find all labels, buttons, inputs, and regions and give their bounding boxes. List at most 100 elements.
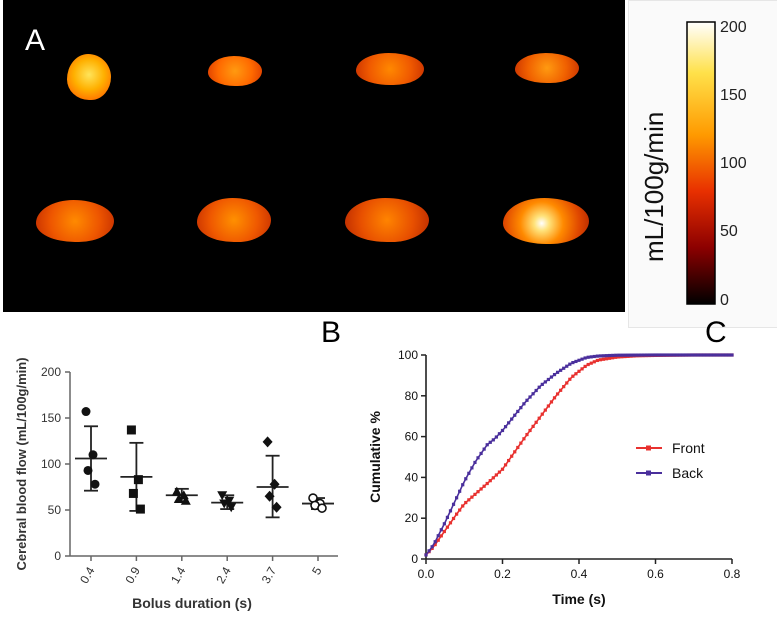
series-marker-back	[724, 353, 728, 357]
series-marker-back	[632, 353, 636, 357]
series-marker-front	[436, 538, 440, 542]
data-point	[180, 495, 191, 505]
series-marker-front	[574, 372, 578, 376]
x-tick-label: 0.9	[123, 564, 144, 586]
series-marker-front	[562, 385, 566, 389]
series-marker-back	[684, 353, 688, 357]
series-marker-front	[543, 408, 547, 412]
series-marker-front	[439, 534, 443, 538]
series-marker-back	[448, 509, 453, 513]
y-tick-label: 60	[405, 430, 419, 444]
brain-slice-6	[197, 198, 271, 242]
series-marker-back	[626, 353, 630, 357]
x-tick-label: 0.6	[647, 567, 664, 581]
series-marker-back	[718, 353, 722, 357]
brain-slice-8	[503, 198, 589, 244]
y-tick-label: 0	[411, 552, 418, 566]
series-marker-front	[445, 525, 450, 529]
series-marker-back	[528, 395, 532, 399]
series-marker-front	[595, 358, 599, 363]
series-marker-front	[519, 441, 523, 445]
brain-slice-2	[208, 56, 262, 86]
y-tick-label: 80	[405, 389, 419, 403]
series-marker-back	[580, 357, 584, 361]
series-marker-back	[488, 440, 492, 444]
series-marker-back	[696, 353, 700, 357]
data-point	[224, 496, 235, 506]
series-marker-back	[712, 353, 716, 357]
series-marker-front	[598, 358, 603, 362]
y-tick-label: 20	[405, 511, 419, 525]
panel-b-label: B	[321, 316, 342, 349]
series-marker-back	[485, 443, 489, 447]
series-marker-back	[623, 353, 627, 357]
series-marker-front	[577, 369, 581, 373]
data-point	[171, 486, 182, 496]
y-axis-title: Cumulative %	[367, 411, 383, 503]
series-marker-back	[721, 353, 725, 357]
series-marker-front	[488, 479, 492, 483]
panel-c-label: C	[705, 316, 727, 349]
series-marker-back	[702, 353, 707, 357]
series-marker-back	[455, 496, 459, 500]
brain-slice-4	[515, 53, 579, 83]
series-marker-front	[507, 458, 511, 463]
series-marker-back	[473, 460, 477, 465]
series-marker-back	[494, 435, 498, 439]
series-marker-back	[644, 353, 648, 357]
data-point	[262, 436, 273, 448]
series-marker-front	[513, 450, 517, 454]
series-marker-back	[650, 353, 655, 357]
series-marker-back	[451, 502, 456, 506]
series-marker-back	[589, 355, 593, 359]
series-marker-front	[614, 355, 618, 359]
series-marker-back	[614, 353, 618, 357]
series-marker-back	[586, 355, 590, 359]
data-point	[226, 503, 237, 513]
y-tick-label: 100	[41, 457, 61, 471]
series-marker-back	[611, 353, 615, 357]
series-marker-front	[482, 484, 486, 488]
series-marker-front	[549, 400, 554, 404]
series-marker-back	[513, 413, 517, 417]
series-marker-front	[451, 516, 456, 521]
colorbar-gradient	[686, 21, 716, 305]
series-marker-back	[442, 522, 446, 526]
series-marker-front	[430, 546, 434, 550]
x-tick-label: 0.0	[418, 567, 435, 581]
series-marker-front	[586, 362, 590, 367]
series-marker-back	[598, 354, 603, 358]
series-marker-back	[565, 364, 569, 368]
series-marker-back	[690, 353, 694, 357]
brain-slice-7	[345, 198, 429, 242]
colorbar-tick: 200	[720, 19, 747, 36]
x-tick-label: 2.4	[213, 564, 234, 586]
series-marker-back	[574, 359, 578, 364]
y-axis-title: Cerebral blood flow (mL/100g/min)	[14, 357, 29, 570]
series-marker-back	[433, 540, 437, 544]
series-marker-back	[534, 388, 538, 393]
series-marker-front	[608, 356, 612, 360]
series-marker-back	[439, 528, 443, 532]
series-marker-front	[464, 500, 468, 505]
series-marker-back	[656, 353, 661, 357]
series-marker-back	[583, 356, 587, 360]
series-marker-front	[534, 420, 538, 424]
data-point	[269, 478, 280, 490]
series-marker-front	[473, 492, 477, 496]
y-tick-label: 150	[41, 411, 61, 425]
colorbar-tick: 50	[720, 223, 738, 240]
series-marker-front	[461, 504, 465, 508]
series-marker-front	[458, 508, 462, 512]
series-marker-back	[559, 368, 563, 372]
data-point	[88, 450, 98, 460]
series-marker-back	[672, 353, 676, 357]
series-marker-front	[503, 463, 508, 467]
series-marker-back	[507, 421, 511, 425]
series-marker-back	[663, 353, 667, 357]
series-marker-back	[552, 372, 557, 377]
series-marker-back	[510, 417, 514, 421]
series-marker-front	[516, 445, 520, 450]
series-marker-back	[562, 366, 566, 370]
series-marker-back	[601, 354, 606, 358]
